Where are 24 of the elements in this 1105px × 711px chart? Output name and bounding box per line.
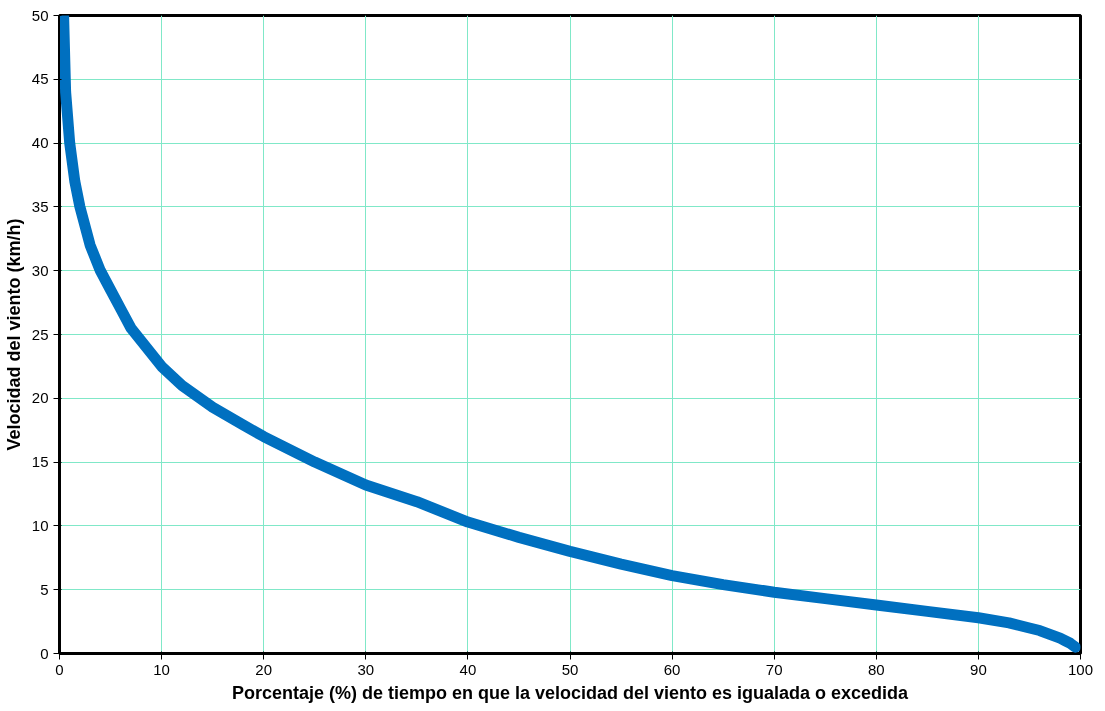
y-tick-label: 40	[31, 134, 49, 152]
x-tick-label: 10	[153, 660, 170, 678]
x-tick-label: 30	[357, 660, 375, 678]
y-tick-label: 35	[31, 197, 49, 215]
y-tick-label: 45	[31, 70, 49, 88]
y-tick-label: 25	[31, 325, 49, 343]
x-tick-label: 80	[867, 660, 885, 678]
x-tick-label: 100	[1067, 660, 1094, 678]
y-tick-label: 0	[40, 644, 49, 662]
y-tick-label: 10	[31, 516, 49, 534]
y-tick-label: 15	[31, 453, 49, 471]
y-tick-label: 30	[31, 261, 49, 279]
x-tick-label: 70	[765, 660, 783, 678]
x-tick-label: 20	[255, 660, 273, 678]
x-tick-label: 90	[970, 660, 987, 678]
x-axis-title: Porcentaje (%) de tiempo en que la velocidad del viento es igualada o excedida	[231, 682, 910, 703]
x-tick-label: 50	[561, 660, 579, 678]
x-tick-label: 0	[55, 660, 64, 678]
y-tick-label: 50	[31, 6, 49, 24]
y-axis-title: Velocidad del viento (km/h)	[3, 218, 24, 451]
x-tick-label: 40	[459, 660, 477, 678]
y-tick-label: 5	[40, 580, 49, 598]
y-tick-label: 20	[31, 389, 49, 407]
x-tick-label: 60	[663, 660, 681, 678]
